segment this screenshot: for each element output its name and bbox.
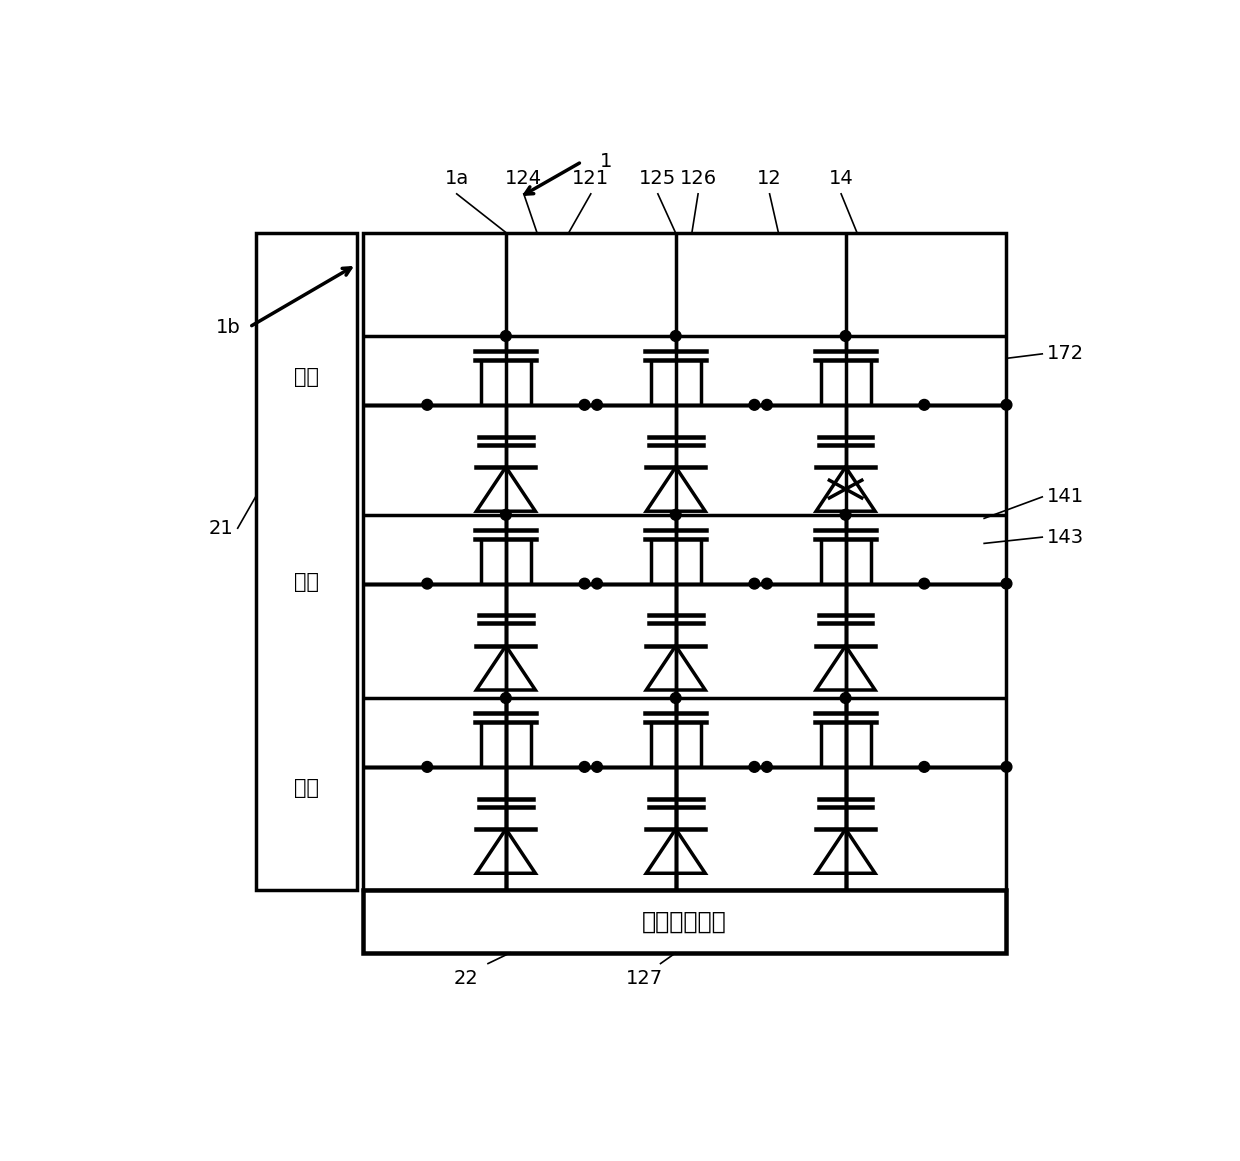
Text: 126: 126 (680, 170, 717, 188)
Circle shape (501, 510, 511, 520)
Text: 141: 141 (1047, 488, 1084, 506)
Circle shape (841, 331, 851, 341)
Text: 数据驱动电路: 数据驱动电路 (642, 909, 727, 933)
Circle shape (422, 762, 433, 772)
Circle shape (671, 693, 681, 704)
Circle shape (579, 578, 590, 589)
Circle shape (501, 331, 511, 341)
Circle shape (1001, 399, 1012, 410)
Circle shape (591, 578, 603, 589)
Bar (363, 233, 1007, 890)
Circle shape (749, 762, 760, 772)
Text: 12: 12 (758, 170, 782, 188)
Circle shape (1001, 578, 1012, 589)
Circle shape (841, 510, 851, 520)
Text: 127: 127 (626, 969, 663, 988)
Text: 电路: 电路 (294, 778, 319, 798)
Text: 1b: 1b (216, 318, 241, 337)
Circle shape (749, 399, 760, 410)
Text: 驱动: 驱动 (294, 572, 319, 592)
Bar (363, 890, 1007, 953)
Text: 22: 22 (454, 969, 479, 988)
Circle shape (501, 693, 511, 704)
Text: 125: 125 (640, 170, 677, 188)
Circle shape (919, 399, 930, 410)
Circle shape (761, 399, 773, 410)
Circle shape (761, 578, 773, 589)
Circle shape (919, 762, 930, 772)
Circle shape (591, 762, 603, 772)
Circle shape (591, 399, 603, 410)
Text: 21: 21 (208, 519, 233, 538)
Circle shape (579, 399, 590, 410)
Circle shape (841, 693, 851, 704)
Circle shape (579, 762, 590, 772)
Circle shape (422, 578, 433, 589)
Text: 扫描: 扫描 (294, 367, 319, 387)
Text: 1: 1 (600, 152, 613, 171)
Circle shape (671, 510, 681, 520)
Circle shape (749, 578, 760, 589)
Text: 172: 172 (1047, 345, 1084, 363)
Text: 124: 124 (505, 170, 542, 188)
Text: 121: 121 (572, 170, 609, 188)
Circle shape (919, 578, 930, 589)
Circle shape (761, 762, 773, 772)
Circle shape (422, 399, 433, 410)
Circle shape (1001, 762, 1012, 772)
Circle shape (671, 331, 681, 341)
Text: 1a: 1a (445, 170, 469, 188)
Text: 14: 14 (828, 170, 853, 188)
Text: 143: 143 (1047, 527, 1084, 547)
Bar (255, 233, 357, 890)
